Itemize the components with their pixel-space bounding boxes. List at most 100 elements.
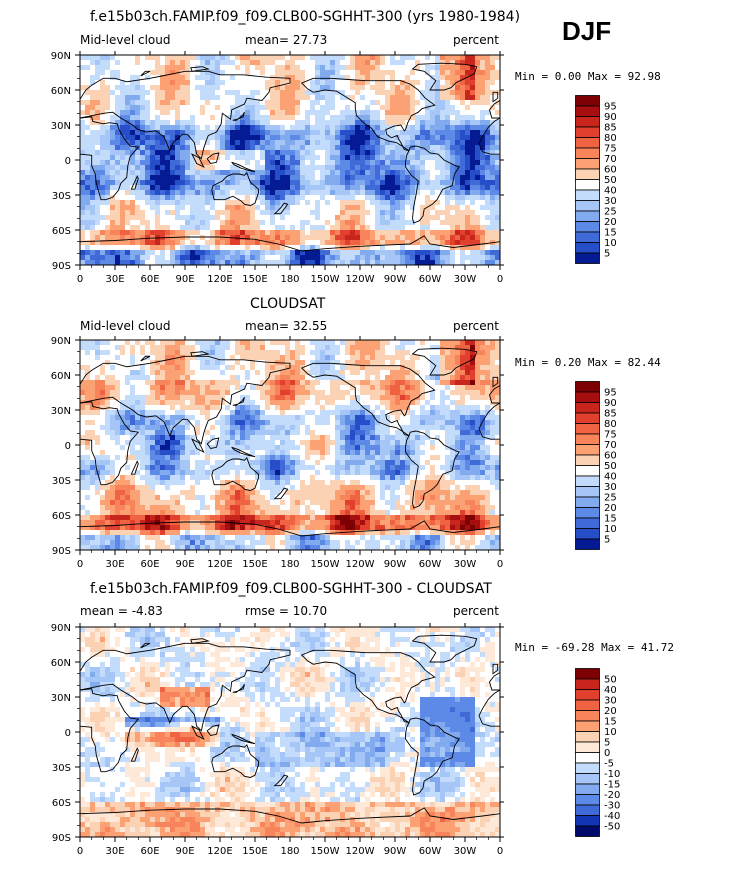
colorbar-swatch: [576, 148, 600, 159]
colorbar-label: 20: [604, 217, 617, 228]
y-tick-label: 60S: [52, 798, 71, 809]
y-tick-label: 90S: [52, 833, 71, 844]
colorbar-label: 5: [604, 249, 610, 260]
x-tick-label: 150W: [311, 559, 340, 570]
colorbar-swatch: [576, 243, 600, 254]
colorbar-swatch: [576, 669, 600, 680]
colorbar-swatch: [576, 445, 600, 456]
colorbar-label: 80: [604, 133, 617, 144]
colorbar-swatch: [576, 742, 600, 753]
colorbar-label: 75: [604, 430, 617, 441]
colorbar-label: 30: [604, 482, 617, 493]
panel-center-label: rmse = 10.70: [245, 604, 327, 618]
colorbar-swatch: [576, 497, 600, 508]
colorbar-label: 20: [604, 503, 617, 514]
x-tick-label: 90W: [384, 274, 407, 285]
x-tick-label: 150W: [311, 274, 340, 285]
x-tick-label: 120E: [207, 846, 232, 857]
y-tick-label: 60N: [51, 371, 71, 382]
x-tick-label: 60W: [419, 846, 442, 857]
panel-units-label: percent: [453, 604, 499, 618]
colorbar-swatch: [576, 106, 600, 117]
y-tick-label: 30S: [52, 763, 71, 774]
y-tick-label: 60S: [52, 511, 71, 522]
y-tick-label: 60N: [51, 658, 71, 669]
x-tick-label: 120E: [207, 559, 232, 570]
colorbar-label: -30: [604, 801, 620, 812]
colorbar-label: 10: [604, 238, 617, 249]
x-tick-label: 90W: [384, 846, 407, 857]
colorbar-swatch: [576, 476, 600, 487]
colorbar-label: 60: [604, 165, 617, 176]
colorbar-label: 25: [604, 207, 617, 218]
colorbar-label: 95: [604, 102, 617, 113]
y-tick-label: 30S: [52, 476, 71, 487]
x-tick-label: 180: [280, 559, 299, 570]
colorbar-label: 10: [604, 524, 617, 535]
x-tick-label: 90E: [175, 274, 194, 285]
colorbar-swatch: [576, 732, 600, 743]
colorbar-swatch: [576, 700, 600, 711]
colorbar-label: 10: [604, 727, 617, 738]
x-tick-label: 0: [497, 274, 503, 285]
colorbar-label: -5: [604, 759, 614, 770]
x-tick-label: 30W: [454, 559, 477, 570]
colorbar-swatch: [576, 403, 600, 414]
x-tick-label: 120W: [346, 559, 375, 570]
colorbar-label: -40: [604, 811, 620, 822]
colorbar-label: 25: [604, 493, 617, 504]
colorbar-label: 40: [604, 472, 617, 483]
colorbar-label: 40: [604, 186, 617, 197]
x-tick-label: 60W: [419, 274, 442, 285]
y-tick-label: 90N: [51, 51, 71, 62]
x-tick-label: 30E: [105, 846, 124, 857]
colorbar-swatch: [576, 211, 600, 222]
x-tick-label: 120W: [346, 846, 375, 857]
y-tick-label: 30N: [51, 406, 71, 417]
colorbar-swatch: [576, 487, 600, 498]
y-tick-label: 30S: [52, 191, 71, 202]
colorbar-swatch: [576, 518, 600, 529]
panel-title: f.e15b03ch.FAMIP.f09_f09.CLB00-SGHHT-300…: [90, 581, 492, 597]
colorbar-swatch: [576, 169, 600, 180]
colorbar-label: 90: [604, 112, 617, 123]
colorbar-swatch: [576, 690, 600, 701]
x-tick-label: 0: [77, 846, 83, 857]
colorbar-swatch: [576, 805, 600, 816]
y-tick-label: 90N: [51, 623, 71, 634]
x-tick-label: 120W: [346, 274, 375, 285]
colorbar-swatch: [576, 117, 600, 128]
x-tick-label: 60W: [419, 559, 442, 570]
x-tick-label: 30W: [454, 846, 477, 857]
x-tick-label: 0: [77, 274, 83, 285]
colorbar-label: 15: [604, 514, 617, 525]
colorbar-swatch: [576, 721, 600, 732]
x-tick-label: 0: [497, 559, 503, 570]
panel-minmax: Min = 0.20 Max = 82.44: [515, 356, 661, 369]
colorbar-swatch: [576, 190, 600, 201]
colorbar-swatch: [576, 774, 600, 785]
colorbar-swatch: [576, 753, 600, 764]
colorbar-label: 15: [604, 717, 617, 728]
colorbar-label: 40: [604, 685, 617, 696]
colorbar-swatch: [576, 711, 600, 722]
x-tick-label: 60E: [140, 846, 159, 857]
panel-left-label: mean = -4.83: [80, 604, 163, 618]
colorbar-swatch: [576, 392, 600, 403]
y-tick-label: 0: [65, 728, 71, 739]
y-tick-label: 30N: [51, 121, 71, 132]
y-tick-label: 90S: [52, 261, 71, 272]
panel-title: f.e15b03ch.FAMIP.f09_f09.CLB00-SGHHT-300…: [90, 9, 520, 25]
colorbar-swatch: [576, 424, 600, 435]
x-tick-label: 180: [280, 274, 299, 285]
colorbar-swatch: [576, 127, 600, 138]
x-tick-label: 0: [77, 559, 83, 570]
colorbar-label: 90: [604, 398, 617, 409]
colorbar-label: 50: [604, 675, 617, 686]
colorbar-label: 70: [604, 154, 617, 165]
colorbar-label: 95: [604, 388, 617, 399]
